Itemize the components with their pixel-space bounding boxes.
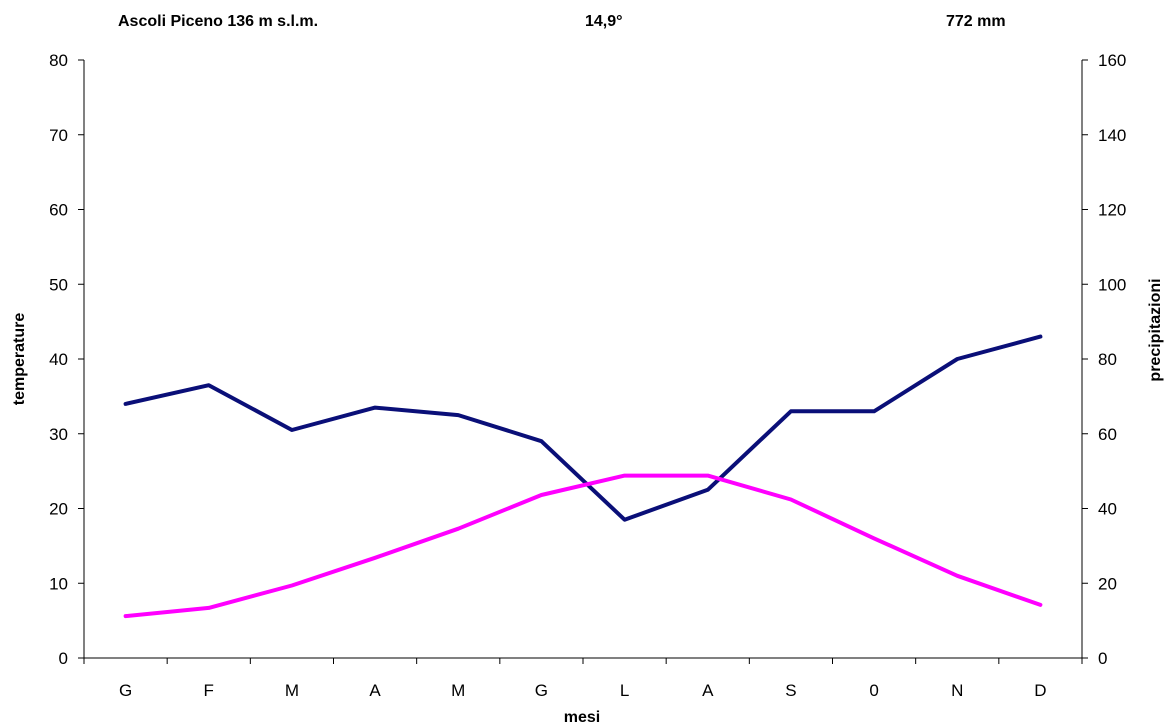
x-tick-label: S	[785, 681, 796, 700]
y-tick-label-right: 140	[1098, 126, 1126, 145]
y-tick-label-right: 160	[1098, 51, 1126, 70]
station-title: Ascoli Piceno 136 m s.l.m.	[118, 13, 319, 30]
y-tick-label-left: 20	[49, 500, 68, 519]
y-tick-label-left: 80	[49, 51, 68, 70]
x-tick-label: G	[119, 681, 132, 700]
y-tick-label-left: 30	[49, 425, 68, 444]
y-tick-label-right: 0	[1098, 649, 1107, 668]
temperature-line	[123, 473, 1043, 619]
y-tick-label-left: 0	[59, 649, 68, 668]
x-tick-label: A	[369, 681, 381, 700]
y-axis-title-left: temperature	[11, 313, 28, 406]
mean-temperature: 14,9°	[585, 13, 623, 30]
y-tick-label-left: 60	[49, 201, 68, 220]
x-axis-title: mesi	[564, 709, 600, 726]
x-tick-label: A	[702, 681, 714, 700]
y-tick-label-right: 60	[1098, 425, 1117, 444]
y-tick-label-left: 40	[49, 350, 68, 369]
x-tick-label: 0	[869, 681, 878, 700]
axes	[78, 59, 1088, 664]
y-tick-label-left: 10	[49, 574, 68, 593]
x-tick-label: F	[204, 681, 214, 700]
series-lines	[123, 334, 1043, 619]
y-tick-label-left: 50	[49, 275, 68, 294]
tick-labels: 0 10 20 30 40 50 60 70 80 0 20 40 60 80 100 120 140 160 G F…	[49, 51, 1126, 700]
x-tick-label: M	[451, 681, 465, 700]
y-tick-label-left: 70	[49, 126, 68, 145]
x-tick-label: D	[1034, 681, 1046, 700]
y-tick-label-right: 120	[1098, 201, 1126, 220]
y-tick-label-right: 100	[1098, 275, 1126, 294]
x-tick-label: M	[285, 681, 299, 700]
x-tick-label: G	[535, 681, 548, 700]
precipitation-line	[123, 334, 1043, 522]
annual-precipitation: 772 mm	[946, 13, 1006, 30]
x-tick-label: N	[951, 681, 963, 700]
x-tick-label: L	[620, 681, 629, 700]
y-axis-title-right: precipitazioni	[1147, 278, 1164, 381]
y-tick-label-right: 20	[1098, 574, 1117, 593]
y-tick-label-right: 40	[1098, 500, 1117, 519]
y-tick-label-right: 80	[1098, 350, 1117, 369]
